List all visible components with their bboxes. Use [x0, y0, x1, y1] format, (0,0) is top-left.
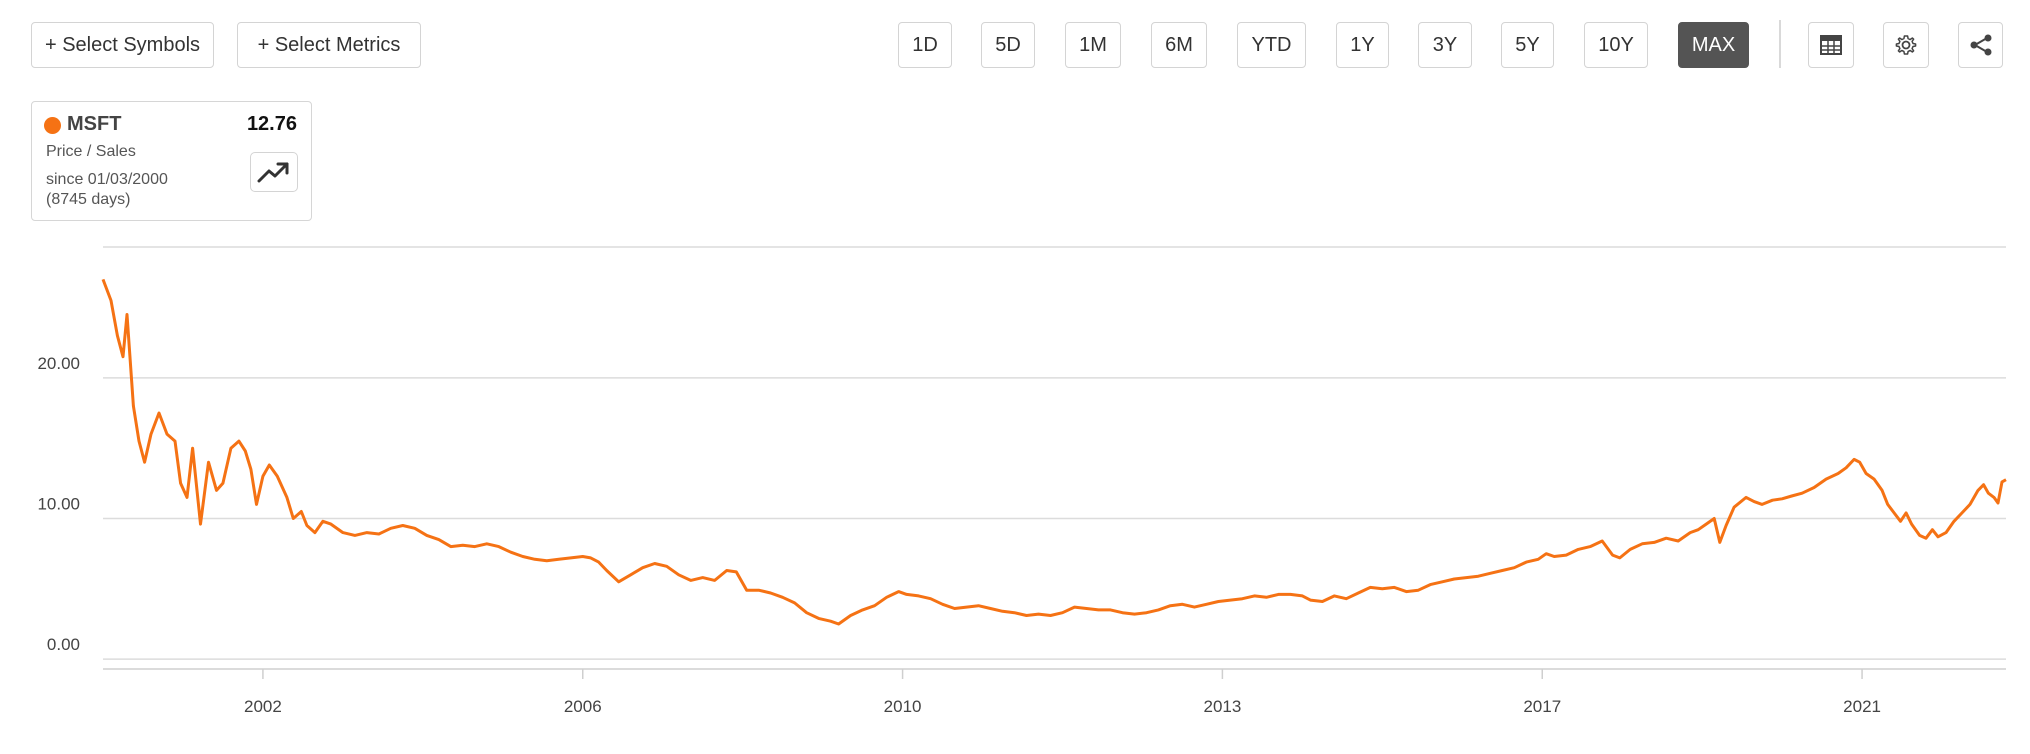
x-tick-label: 2006: [564, 697, 602, 716]
y-tick-label: 20.00: [37, 354, 80, 373]
settings-button[interactable]: [1883, 22, 1929, 68]
series-ticker: MSFT: [67, 113, 122, 135]
x-tick-label: 2017: [1523, 697, 1561, 716]
x-tick-label: 2002: [244, 697, 282, 716]
toolbar-divider: [1779, 20, 1781, 68]
series-legend-card: MSFT 12.76 Price / Sales since 01/03/200…: [31, 101, 312, 221]
chart-type-button[interactable]: [250, 152, 298, 192]
select-metrics-button[interactable]: + Select Metrics: [237, 22, 421, 68]
y-tick-label: 10.00: [37, 494, 80, 513]
trending-up-icon: [257, 162, 289, 183]
series-metric-label: Price / Sales: [46, 143, 136, 160]
range-max-button[interactable]: MAX: [1678, 22, 1749, 68]
range-10y-button[interactable]: 10Y: [1584, 22, 1648, 68]
gear-icon: [1895, 35, 1917, 55]
series-color-dot: [44, 117, 61, 134]
range-1y-button[interactable]: 1Y: [1336, 22, 1389, 68]
select-symbols-button[interactable]: + Select Symbols: [31, 22, 214, 68]
x-tick-label: 2021: [1843, 697, 1881, 716]
series-layer: [101, 278, 2007, 626]
range-3y-button[interactable]: 3Y: [1418, 22, 1472, 68]
series-date-range: since 01/03/2000 (8745 days): [46, 170, 168, 210]
series-current-value: 12.76: [246, 113, 297, 135]
range-1d-button[interactable]: 1D: [898, 22, 952, 68]
series-since-date: since 01/03/2000: [46, 171, 168, 188]
x-axis: 2002 2006 2010 2013 2017 2021: [103, 668, 2006, 716]
range-6m-button[interactable]: 6M: [1151, 22, 1207, 68]
y-axis: 0.00 10.00 20.00: [37, 354, 80, 654]
range-1m-button[interactable]: 1M: [1065, 22, 1121, 68]
chart-grid: [103, 246, 2006, 660]
table-icon: [1820, 35, 1842, 55]
table-view-button[interactable]: [1808, 22, 1854, 68]
share-button[interactable]: [1958, 22, 2003, 68]
series-day-count: (8745 days): [46, 191, 131, 208]
share-icon: [1970, 34, 1991, 56]
x-tick-label: 2013: [1203, 697, 1241, 716]
range-ytd-button[interactable]: YTD: [1237, 22, 1306, 68]
series-line-msft: [101, 278, 2007, 626]
x-tick-label: 2010: [884, 697, 922, 716]
range-5y-button[interactable]: 5Y: [1501, 22, 1554, 68]
y-tick-label: 0.00: [47, 635, 80, 654]
range-5d-button[interactable]: 5D: [981, 22, 1035, 68]
